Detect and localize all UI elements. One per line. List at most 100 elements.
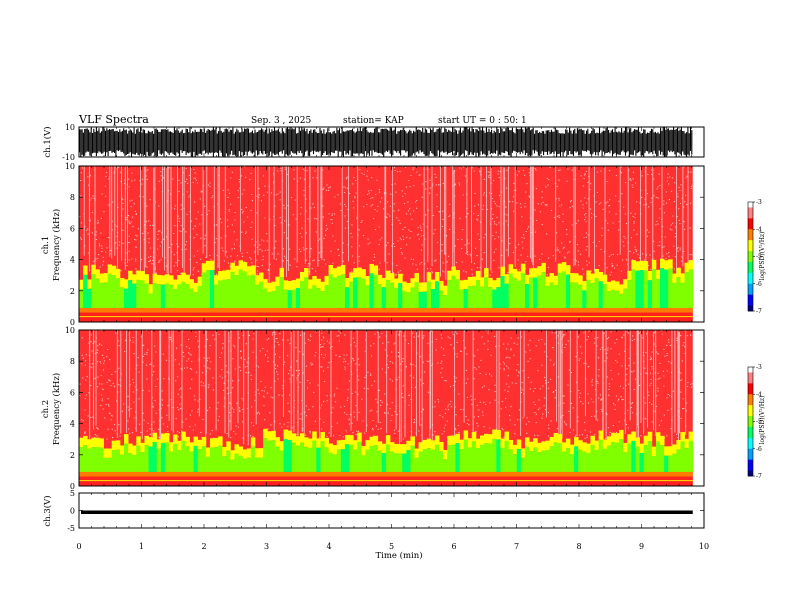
ch1-spec-cell-green xyxy=(565,274,571,308)
ch1-spec-lowband-orange xyxy=(79,307,693,313)
ch2-spec-cell-yellow xyxy=(279,441,284,451)
ch1-spec-cell-green xyxy=(209,270,215,308)
ch2-spec-cell-green xyxy=(533,447,538,472)
colorbar-swatch xyxy=(748,281,753,285)
colorbar-swatch xyxy=(748,240,753,244)
ch2-spec-cell-green xyxy=(369,446,374,472)
ch2-spec-cell-yellow xyxy=(349,435,354,445)
colorbar-swatch xyxy=(748,402,753,406)
ch2-spec-cell-yellow xyxy=(651,446,657,456)
ch2-spec-cell-yellow xyxy=(471,431,477,442)
ch1-spec-cell-yellow xyxy=(574,273,579,283)
colorbar-swatch xyxy=(748,388,753,392)
colorbar-swatch xyxy=(748,253,753,257)
ch1-spec-cell-green xyxy=(684,272,690,308)
ch2-spec-cell-green xyxy=(218,445,223,472)
ch2-spec-cell-green xyxy=(590,445,595,472)
ch1-spec-cell-yellow xyxy=(164,274,170,284)
ch2-spec-cell-green xyxy=(545,450,550,472)
colorbar-swatch xyxy=(748,448,753,452)
ch2-spec-cell-green xyxy=(328,452,334,472)
ch1-spec-cell-yellow xyxy=(639,260,645,271)
ch1-spec-cell-green xyxy=(312,285,317,308)
ch1-spec-cell-yellow xyxy=(173,279,178,289)
ch1-spec-cell-yellow xyxy=(254,275,260,285)
ch1-spec-cell-green xyxy=(688,269,694,308)
ch1-spec-cell-green xyxy=(267,292,272,308)
ch2-spec-cell-yellow xyxy=(254,448,260,458)
ch3-waveform-ytick-label: -5 xyxy=(67,524,75,533)
ch2-spec-cell-yellow xyxy=(218,436,223,446)
ch2-spec-cell-green xyxy=(201,446,207,472)
time-tick-label: 1 xyxy=(139,542,144,551)
ch2-spec-cell-yellow xyxy=(643,435,649,446)
ch1-spec-cell-yellow xyxy=(455,270,460,280)
ch1-spec-cell-green xyxy=(541,272,546,308)
ch2-spec-cell-yellow xyxy=(533,438,538,448)
ch1-spec-cell-yellow xyxy=(209,260,215,271)
ch2-spec-cell-yellow xyxy=(582,442,587,452)
figure-start-ut: start UT = 0 : 50: 1 xyxy=(438,116,527,126)
ch1-spec-cell-green xyxy=(324,285,329,308)
ch1-spec-cell-green xyxy=(336,275,342,308)
ch2-spec-cell-yellow xyxy=(475,438,481,449)
colorbar-swatch xyxy=(748,459,753,463)
colorbar-swatch xyxy=(748,391,753,395)
ch2-spec-cell-green xyxy=(516,448,522,472)
ch2-spec-cell-green xyxy=(152,442,158,472)
ch2-spec-ytick-label: 0 xyxy=(70,482,75,491)
ch2-spec-cell-yellow xyxy=(148,437,154,447)
ch1-spec-cell-green xyxy=(357,276,362,308)
ch2-spec-cell-green xyxy=(230,459,235,472)
ch1-spec-cell-yellow xyxy=(332,268,338,278)
time-tick-label: 10 xyxy=(699,542,709,551)
ch2-spec-cell-green xyxy=(160,442,166,472)
ch2-spec-cell-green xyxy=(336,449,342,472)
ch2-spec-cell-green xyxy=(557,443,563,472)
ch1-spec-cell-yellow xyxy=(263,279,268,289)
ch2-spec-cell-green xyxy=(181,440,186,472)
ch2-spec-cell-green xyxy=(676,449,681,472)
colorbar-swatch xyxy=(748,467,753,471)
ch1-spec-cell-yellow xyxy=(520,263,526,273)
ch2-spec-cell-yellow xyxy=(672,444,677,454)
ch2-spec-cell-yellow xyxy=(414,448,420,458)
ch1-spec-cell-green xyxy=(631,269,636,308)
time-axis-title: Time (min) xyxy=(375,550,422,561)
ch1-spec-cell-yellow xyxy=(684,262,690,273)
ch2-spec-cell-yellow xyxy=(316,438,321,448)
ch2-spec-cell-yellow xyxy=(312,431,317,441)
ch1-spec-cell-green xyxy=(533,277,538,308)
ch2-spec-cell-yellow xyxy=(324,438,329,448)
ch1-spec-lowband-red xyxy=(79,312,693,322)
ch2-spec-cell-yellow xyxy=(99,438,104,448)
ch2-spec-cell-green xyxy=(259,457,264,472)
ch1-spec-cell-yellow xyxy=(222,270,227,280)
ch1-spec-cell-yellow xyxy=(549,273,555,283)
ch2-spec-ytick-label: 8 xyxy=(70,357,75,366)
ch1-spec-cell-yellow xyxy=(418,282,424,292)
ch1-spec-cell-green xyxy=(79,289,84,308)
colorbar-swatch xyxy=(748,405,753,409)
ch1-spec-cell-green xyxy=(263,288,268,308)
ch2-spec-cell-yellow xyxy=(541,441,546,451)
ch2-spec-cell-yellow xyxy=(676,439,681,450)
ch1-spec-cell-yellow xyxy=(467,276,473,287)
ch1-spec-cell-green xyxy=(504,283,510,308)
ch1-spec-cell-yellow xyxy=(320,281,325,292)
ch1-spec-cell-yellow xyxy=(205,260,211,271)
ch1-spec-ytick-label: 2 xyxy=(70,287,75,296)
figure-date: Sep. 3 , 2025 xyxy=(251,116,311,126)
ch1-spec-cell-green xyxy=(664,269,669,308)
ch2-spec-ytick-label: 4 xyxy=(70,420,75,429)
ch2-spec-cell-yellow xyxy=(283,429,289,439)
ch2-spec-cell-green xyxy=(672,453,677,472)
ch1-spec-cell-green xyxy=(144,283,149,308)
ch2-spec-cell-yellow xyxy=(238,446,244,456)
ch2-spec-cell-green xyxy=(308,447,313,472)
ch2-spec-cell-green xyxy=(377,450,383,472)
ch2-spec-cell-green xyxy=(320,441,325,472)
ch1-spec-cell-yellow xyxy=(283,280,289,290)
ch2-spec-cell-green xyxy=(340,449,346,472)
ch3-waveform-ylabel: ch.3(V) xyxy=(42,495,53,526)
